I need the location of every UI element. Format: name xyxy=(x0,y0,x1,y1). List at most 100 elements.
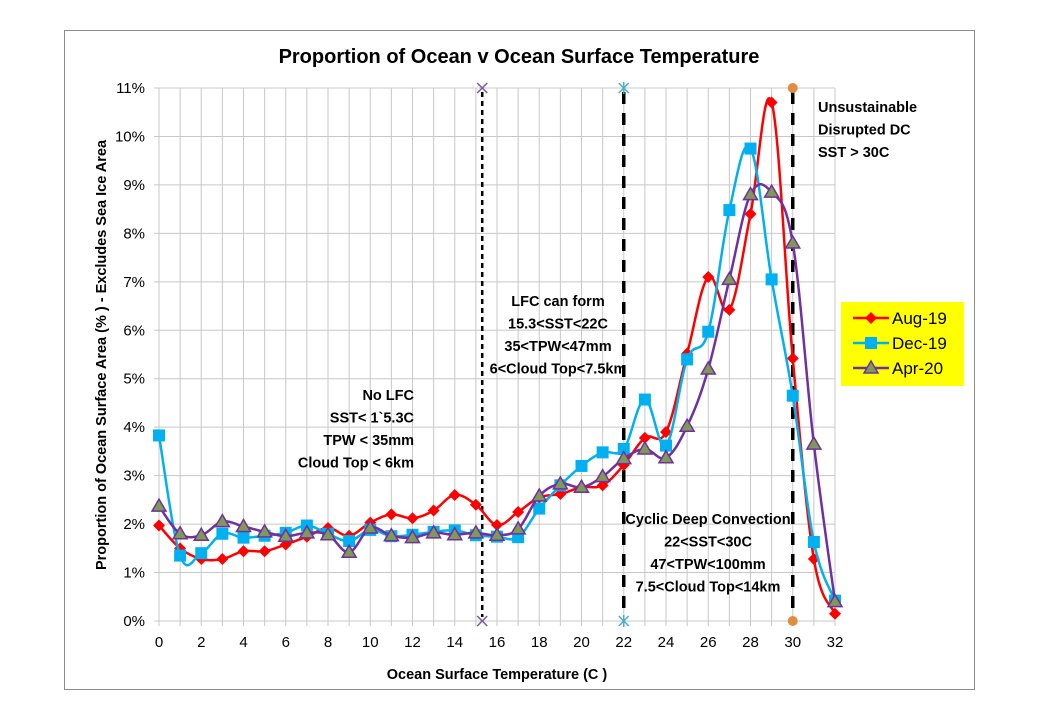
data-point-triangle xyxy=(467,524,485,539)
data-point-diamond xyxy=(744,207,757,220)
data-point-square xyxy=(702,325,715,338)
data-point-square xyxy=(575,459,588,472)
reference-marker-x xyxy=(476,615,488,627)
annotation-line: No LFC xyxy=(362,388,414,404)
data-point-triangle xyxy=(552,475,569,490)
x-tick-label: 4 xyxy=(239,634,247,651)
x-tick-label: 6 xyxy=(282,634,290,651)
annotation-line: 6<Cloud Top<7.5km xyxy=(490,362,627,378)
x-tick-label: 18 xyxy=(531,634,548,651)
data-point-diamond xyxy=(237,545,250,558)
annotation-cyclic-deep-convection: Cyclic Deep Convection 22<SST<30C 47<TPW<1… xyxy=(625,512,790,596)
data-point-triangle xyxy=(446,526,464,541)
data-point-triangle xyxy=(573,478,590,494)
data-point-diamond xyxy=(723,303,736,316)
data-point-triangle xyxy=(425,524,442,539)
series-apr-20 xyxy=(150,182,844,608)
y-tick-label: 2% xyxy=(123,516,145,533)
data-point-triangle xyxy=(530,487,548,502)
data-point-square xyxy=(807,536,820,549)
data-point-diamond xyxy=(469,498,482,511)
y-tick-label: 9% xyxy=(123,177,145,194)
y-axis-label: Proportion of Ocean Surface Area (% ) - … xyxy=(94,139,110,570)
reference-marker-asterisk xyxy=(618,615,630,627)
data-point-diamond xyxy=(660,426,672,439)
x-tick-label: 16 xyxy=(489,634,506,651)
x-tick-label: 14 xyxy=(446,634,463,651)
x-tick-label: 30 xyxy=(784,634,801,651)
data-point-triangle xyxy=(340,543,358,558)
annotation-line: LFC can form xyxy=(511,294,604,310)
data-point-square xyxy=(343,535,356,548)
data-point-diamond xyxy=(258,545,271,558)
data-point-diamond xyxy=(829,607,841,620)
chart-frame xyxy=(64,30,975,690)
data-point-square xyxy=(195,547,208,560)
data-point-triangle xyxy=(615,450,633,465)
x-tick-label: 28 xyxy=(742,634,759,651)
data-point-triangle xyxy=(192,526,210,541)
data-point-square xyxy=(681,353,694,366)
data-point-triangle xyxy=(277,527,295,542)
annotation-unsustainable: Unsustainable Disrupted DC SST > 30C xyxy=(818,100,917,161)
data-point-triangle xyxy=(361,519,379,534)
legend-label: Dec-19 xyxy=(892,334,947,353)
annotation-line: 15.3<SST<22C xyxy=(508,317,608,333)
data-point-diamond xyxy=(216,552,229,565)
x-axis-label: Ocean Surface Temperature (C ) xyxy=(387,667,608,683)
annotation-lfc-can-form: LFC can form 15.3<SST<22C 35<TPW<47mm 6<Clo… xyxy=(490,294,627,378)
legend: Aug-19 Dec-19 Apr-20 xyxy=(841,302,964,386)
annotation-line: 22<SST<30C xyxy=(664,535,752,551)
data-point-square xyxy=(174,549,187,562)
data-point-diamond xyxy=(491,519,503,532)
data-point-diamond xyxy=(865,312,877,324)
data-point-triangle xyxy=(383,527,400,542)
annotation-line: 35<TPW<47mm xyxy=(504,339,611,355)
data-point-triangle xyxy=(742,186,759,201)
data-point-triangle xyxy=(488,526,506,541)
y-tick-label: 0% xyxy=(123,613,145,630)
data-point-square xyxy=(617,442,630,455)
y-tick-label: 11% xyxy=(116,80,145,97)
data-point-triangle xyxy=(826,593,844,608)
chart-title: Proportion of Ocean v Ocean Surface Temp… xyxy=(279,46,760,68)
data-point-diamond xyxy=(406,512,419,525)
x-tick-label: 0 xyxy=(155,634,163,651)
reference-marker-circle xyxy=(787,616,798,626)
data-point-triangle xyxy=(214,513,231,528)
data-point-diamond xyxy=(765,96,778,109)
y-tick-label: 8% xyxy=(123,225,145,242)
y-tick-label: 1% xyxy=(123,565,145,582)
y-tick-label: 10% xyxy=(115,128,145,145)
data-point-diamond xyxy=(153,519,165,532)
data-point-triangle xyxy=(509,520,527,535)
data-point-diamond xyxy=(638,431,651,444)
data-point-square xyxy=(596,446,609,459)
x-tick-label: 10 xyxy=(362,634,379,651)
y-axis-ticks: 0% 1% 2% 3% 4% 5% 6% 7% 8% 9% 10% 11% xyxy=(115,80,145,630)
series-group xyxy=(150,96,844,620)
annotation-line: Unsustainable xyxy=(818,100,917,116)
data-point-triangle xyxy=(699,360,717,375)
data-point-diamond xyxy=(448,489,461,502)
data-point-triangle xyxy=(636,440,654,455)
data-point-triangle xyxy=(763,183,780,198)
data-point-triangle xyxy=(404,529,421,544)
data-point-diamond xyxy=(512,505,525,518)
data-point-triangle xyxy=(594,468,611,483)
y-tick-label: 7% xyxy=(123,274,145,291)
annotation-line: SST< 1`5.3C xyxy=(330,411,415,427)
x-tick-label: 20 xyxy=(573,634,590,651)
data-point-triangle xyxy=(657,449,675,464)
annotation-line: SST > 30C xyxy=(818,145,890,161)
x-tick-label: 24 xyxy=(658,634,675,651)
reference-marker-asterisk xyxy=(618,82,630,94)
x-tick-label: 32 xyxy=(827,634,844,651)
annotation-line: 47<TPW<100mm xyxy=(650,557,765,573)
data-point-diamond xyxy=(427,504,440,517)
legend-label: Apr-20 xyxy=(892,359,943,378)
y-tick-label: 4% xyxy=(123,419,145,436)
data-point-square xyxy=(216,527,229,540)
data-point-square xyxy=(786,389,799,402)
data-point-square xyxy=(638,393,651,406)
